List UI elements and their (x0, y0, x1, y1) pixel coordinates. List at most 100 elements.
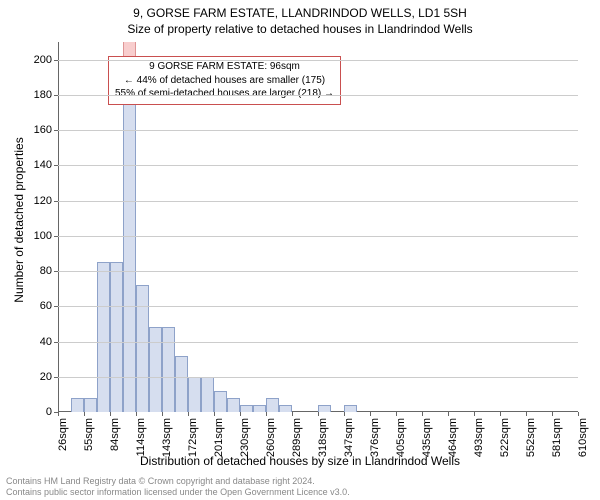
y-tick-label: 140 (34, 159, 52, 171)
x-tick-label: 522sqm (499, 418, 511, 457)
x-tick-label: 347sqm (343, 418, 355, 457)
chart-title-main: 9, GORSE FARM ESTATE, LLANDRINDOD WELLS,… (0, 0, 600, 20)
x-tick-label: 435sqm (421, 418, 433, 457)
y-tick-label: 100 (34, 230, 52, 242)
x-tick (578, 412, 579, 416)
x-tick (136, 412, 137, 416)
chart-title-sub: Size of property relative to detached ho… (0, 20, 600, 36)
histogram-bar (136, 285, 148, 412)
y-tick-label: 200 (34, 54, 52, 66)
grid-line (58, 306, 578, 307)
histogram-bar (110, 262, 122, 412)
plot-area: 9 GORSE FARM ESTATE: 96sqm ← 44% of deta… (58, 42, 578, 412)
x-tick-label: 464sqm (447, 418, 459, 457)
histogram-bar (318, 405, 330, 412)
y-tick (54, 342, 58, 343)
histogram-bar (149, 327, 161, 412)
y-tick-label: 60 (40, 300, 52, 312)
grid-line (58, 130, 578, 131)
footer-line-1: Contains HM Land Registry data © Crown c… (6, 476, 350, 487)
y-tick-label: 0 (46, 406, 52, 418)
annotation-line-2: ← 44% of detached houses are smaller (17… (115, 74, 334, 88)
y-tick (54, 95, 58, 96)
histogram-bar (162, 327, 174, 412)
y-tick (54, 271, 58, 272)
x-tick-label: 610sqm (577, 418, 589, 457)
x-tick (84, 412, 85, 416)
histogram-bar (253, 405, 265, 412)
x-axis-label: Distribution of detached houses by size … (140, 454, 460, 468)
histogram-bar (279, 405, 291, 412)
y-tick-label: 180 (34, 89, 52, 101)
x-tick (58, 412, 59, 416)
x-tick (292, 412, 293, 416)
y-tick-label: 40 (40, 336, 52, 348)
x-tick (188, 412, 189, 416)
histogram-bar (123, 95, 135, 412)
x-tick-label: 201sqm (213, 418, 225, 457)
x-tick-label: 84sqm (109, 418, 121, 451)
y-tick (54, 377, 58, 378)
x-tick (344, 412, 345, 416)
x-tick-label: 376sqm (369, 418, 381, 457)
x-tick (110, 412, 111, 416)
x-tick-label: 552sqm (525, 418, 537, 457)
x-tick (214, 412, 215, 416)
y-tick-label: 160 (34, 124, 52, 136)
x-tick-label: 289sqm (291, 418, 303, 457)
histogram-bar (227, 398, 239, 412)
histogram-bar (344, 405, 356, 412)
x-tick (318, 412, 319, 416)
y-tick (54, 165, 58, 166)
x-tick (162, 412, 163, 416)
chart-container: 9, GORSE FARM ESTATE, LLANDRINDOD WELLS,… (0, 0, 600, 500)
histogram-bar (188, 377, 200, 412)
grid-line (58, 60, 578, 61)
grid-line (58, 201, 578, 202)
x-tick (500, 412, 501, 416)
histogram-bar (201, 377, 213, 412)
histogram-bar (71, 398, 83, 412)
x-tick-label: 143sqm (161, 418, 173, 457)
footer-attribution: Contains HM Land Registry data © Crown c… (6, 476, 350, 499)
y-tick (54, 306, 58, 307)
histogram-bar (240, 405, 252, 412)
y-tick (54, 236, 58, 237)
x-tick (448, 412, 449, 416)
x-tick (526, 412, 527, 416)
grid-line (58, 236, 578, 237)
x-tick (266, 412, 267, 416)
x-tick-label: 581sqm (551, 418, 563, 457)
x-tick (370, 412, 371, 416)
x-tick (552, 412, 553, 416)
grid-line (58, 95, 578, 96)
grid-line (58, 165, 578, 166)
grid-line (58, 342, 578, 343)
x-tick (474, 412, 475, 416)
y-axis-label: Number of detached properties (12, 137, 26, 302)
grid-line (58, 271, 578, 272)
y-tick-label: 20 (40, 371, 52, 383)
x-tick-label: 260sqm (265, 418, 277, 457)
x-tick-label: 405sqm (395, 418, 407, 457)
histogram-bar (97, 262, 109, 412)
x-tick-label: 318sqm (317, 418, 329, 457)
grid-line (58, 377, 578, 378)
y-tick-label: 120 (34, 195, 52, 207)
x-tick-label: 114sqm (135, 418, 147, 456)
x-tick (396, 412, 397, 416)
y-tick-label: 80 (40, 265, 52, 277)
y-tick (54, 60, 58, 61)
annotation-box: 9 GORSE FARM ESTATE: 96sqm ← 44% of deta… (108, 56, 341, 105)
footer-line-2: Contains public sector information licen… (6, 487, 350, 498)
histogram-bar (266, 398, 278, 412)
histogram-bar (214, 391, 226, 412)
x-tick (422, 412, 423, 416)
x-tick-label: 230sqm (239, 418, 251, 457)
x-tick-label: 493sqm (473, 418, 485, 457)
y-tick (54, 201, 58, 202)
annotation-line-1: 9 GORSE FARM ESTATE: 96sqm (115, 60, 334, 74)
histogram-bar (175, 356, 187, 412)
histogram-bar (84, 398, 96, 412)
y-tick (54, 130, 58, 131)
